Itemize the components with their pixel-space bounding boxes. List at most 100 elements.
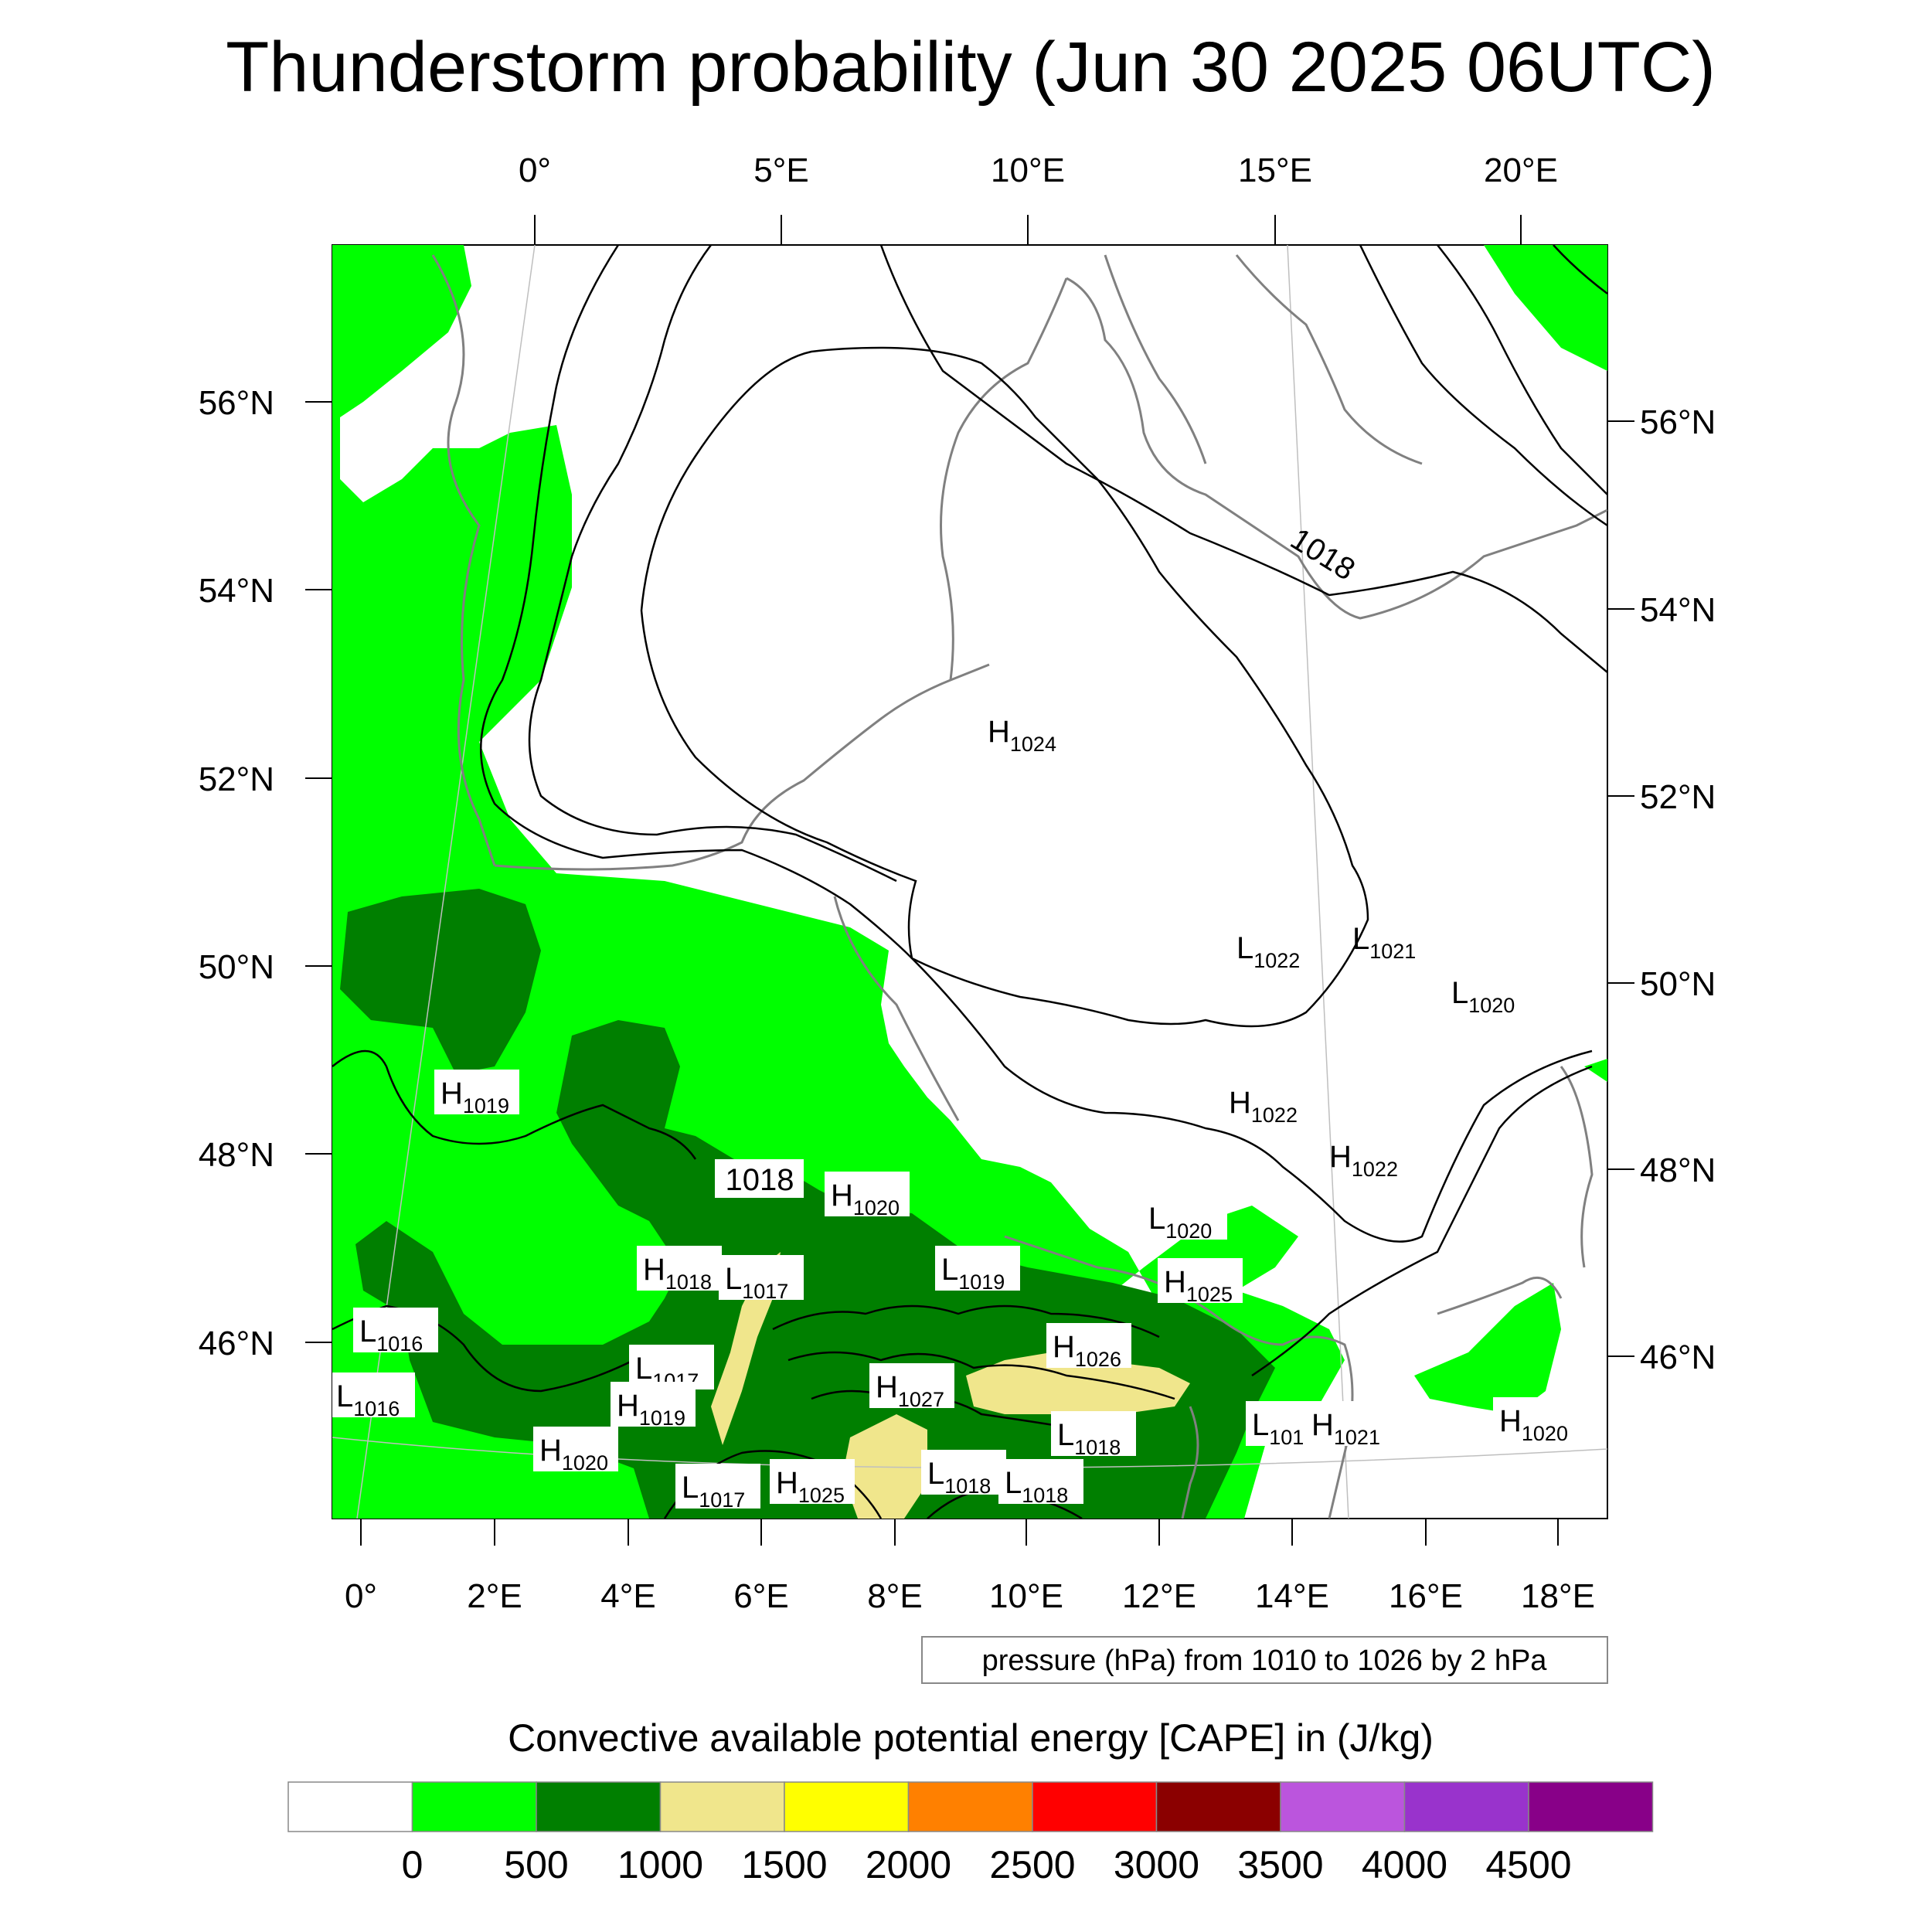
low-pressure-label: L1018	[1051, 1411, 1136, 1459]
high-pressure-label: H1020	[825, 1172, 910, 1219]
isobar-1020	[528, 245, 897, 883]
high-pressure-label: H1026	[1046, 1323, 1131, 1371]
pressure-center-text: H1027	[876, 1370, 944, 1411]
left-lat-label: 54°N	[199, 572, 274, 610]
isobar-alps-2	[787, 1351, 1175, 1400]
low-pressure-label: L1016	[353, 1308, 438, 1355]
cape-region-khaki-ridge	[711, 1252, 781, 1445]
pressure-center-text: H1019	[440, 1077, 509, 1117]
pressure-center-text: L1018	[927, 1457, 991, 1498]
colorbar-swatch	[536, 1781, 662, 1832]
low-pressure-label: L1021	[1352, 922, 1416, 963]
low-pressure-label: L1016	[332, 1372, 415, 1420]
isobar-alps-1	[772, 1304, 1160, 1338]
pressure-center-text: H1025	[776, 1466, 845, 1507]
right-lat-label: 56°N	[1640, 403, 1716, 441]
cape-region-light-green-se	[1414, 1283, 1561, 1414]
right-lat-label: 54°N	[1640, 591, 1716, 629]
colorbar-swatch	[784, 1781, 910, 1832]
colorbar-swatch	[659, 1781, 785, 1832]
bottom-lon-label: 2°E	[467, 1577, 522, 1615]
bottom-lon-label: 12°E	[1122, 1577, 1196, 1615]
high-pressure-label: H1020	[533, 1427, 618, 1475]
bottom-lon-label: 8°E	[867, 1577, 922, 1615]
bottom-lon-label: 14°E	[1255, 1577, 1329, 1615]
map-title: Thunderstorm probability (Jun 30 2025 06…	[226, 28, 1716, 107]
high-pressure-label: H1020	[1493, 1397, 1578, 1445]
colorbar-tick-label: 3500	[1237, 1843, 1323, 1886]
left-lat-axis: 56°N 54°N 52°N 50°N 48°N 46°N	[199, 384, 332, 1362]
isobar-east-3	[1553, 245, 1607, 294]
bottom-lon-label: 10°E	[989, 1577, 1063, 1615]
coastlines	[431, 254, 1607, 1519]
pressure-center-text: L1017	[682, 1471, 745, 1512]
high-pressure-label: H1018	[637, 1246, 722, 1294]
colorbar-tick-label: 1500	[741, 1843, 827, 1886]
colorbar-tick-label: 3000	[1114, 1843, 1199, 1886]
left-lat-label: 52°N	[199, 760, 274, 798]
isobar-west-1	[332, 1049, 697, 1160]
contour-info-text: pressure (hPa) from 1010 to 1026 by 2 hP…	[982, 1645, 1548, 1677]
low-pressure-label: L1022	[1236, 931, 1300, 972]
cape-region-khaki-alps	[966, 1352, 1190, 1414]
contour-labels: 1018 1018	[715, 522, 1361, 1198]
colorbar-tick-label: 2500	[989, 1843, 1075, 1886]
low-pressure-label: L1019	[935, 1246, 1020, 1294]
bottom-lon-label: 18°E	[1521, 1577, 1595, 1615]
right-lat-axis: 56°N 54°N 52°N 50°N 48°N 46°N	[1607, 403, 1716, 1376]
isobar-1018	[879, 245, 1607, 673]
pressure-center-text: L1018	[1057, 1418, 1121, 1459]
isobar-1024	[640, 346, 1369, 1028]
cape-region-khaki-south	[842, 1414, 927, 1519]
colorbar-swatch	[907, 1781, 1033, 1832]
high-pressure-label: H1019	[611, 1382, 696, 1430]
pressure-center-text: H1022	[1329, 1140, 1398, 1181]
pressure-center-text: L1016	[359, 1315, 423, 1355]
pressure-center-text: H1022	[1229, 1086, 1298, 1127]
top-lon-label: 5°E	[753, 151, 808, 189]
pressure-center-text: H1018	[643, 1253, 712, 1294]
left-lat-label: 50°N	[199, 948, 274, 986]
low-pressure-label: L1020	[1451, 976, 1515, 1017]
pressure-center-text: H1019	[617, 1389, 685, 1430]
contour-label-1018: 1018	[726, 1163, 794, 1197]
pressure-center-text: L1016	[336, 1379, 400, 1420]
colorbar-title: Convective available potential energy [C…	[508, 1716, 1434, 1760]
pressure-center-text: H1020	[1499, 1404, 1568, 1445]
right-lat-label: 46°N	[1640, 1338, 1716, 1376]
bottom-lon-label: 4°E	[600, 1577, 655, 1615]
cape-region-light-green-west	[332, 245, 1345, 1519]
low-pressure-label: L1020	[1142, 1195, 1227, 1243]
top-lon-label: 20°E	[1484, 151, 1558, 189]
low-pressure-label: L1018	[921, 1450, 1006, 1498]
bottom-lon-label: 16°E	[1389, 1577, 1463, 1615]
left-lat-label: 48°N	[199, 1136, 274, 1174]
left-lat-label: 56°N	[199, 384, 274, 422]
bottom-lon-axis: 0° 2°E 4°E 6°E 8°E 10°E 12°E 14°E 16°E 1…	[345, 1519, 1595, 1615]
colorbar-tick-label: 500	[504, 1843, 568, 1886]
pressure-center-text: L1018	[1005, 1466, 1068, 1507]
isobar-1018-east	[1437, 245, 1607, 495]
colorbar-swatch	[1528, 1781, 1654, 1832]
left-lat-label: 46°N	[199, 1325, 274, 1362]
right-lat-label: 52°N	[1640, 778, 1716, 816]
bottom-lon-label: 6°E	[733, 1577, 788, 1615]
colorbar-ticks: 0 500 1000 1500 2000 2500 3000 3500 4000 4500	[402, 1843, 1572, 1886]
colorbar-tick-label: 2000	[866, 1843, 951, 1886]
pressure-center-text: L1020	[1148, 1202, 1212, 1243]
top-lon-label: 10°E	[991, 151, 1065, 189]
right-lat-label: 48°N	[1640, 1151, 1716, 1189]
high-pressure-label: H1025	[770, 1459, 855, 1507]
low-pressure-label: L1017	[719, 1255, 804, 1303]
colorbar-swatch	[287, 1781, 413, 1832]
high-pressure-label: H1027	[869, 1363, 954, 1411]
bottom-lon-label: 0°	[345, 1577, 377, 1615]
high-pressure-label: H1024	[988, 715, 1056, 756]
pressure-center-text: L1022	[1236, 931, 1300, 972]
right-lat-label: 50°N	[1640, 965, 1716, 1003]
low-pressure-label: L1017	[675, 1464, 760, 1512]
colorbar-swatch	[1155, 1781, 1281, 1832]
high-pressure-label: H1022	[1229, 1086, 1298, 1127]
cape-region-light-green-east-edge	[1584, 1059, 1607, 1082]
